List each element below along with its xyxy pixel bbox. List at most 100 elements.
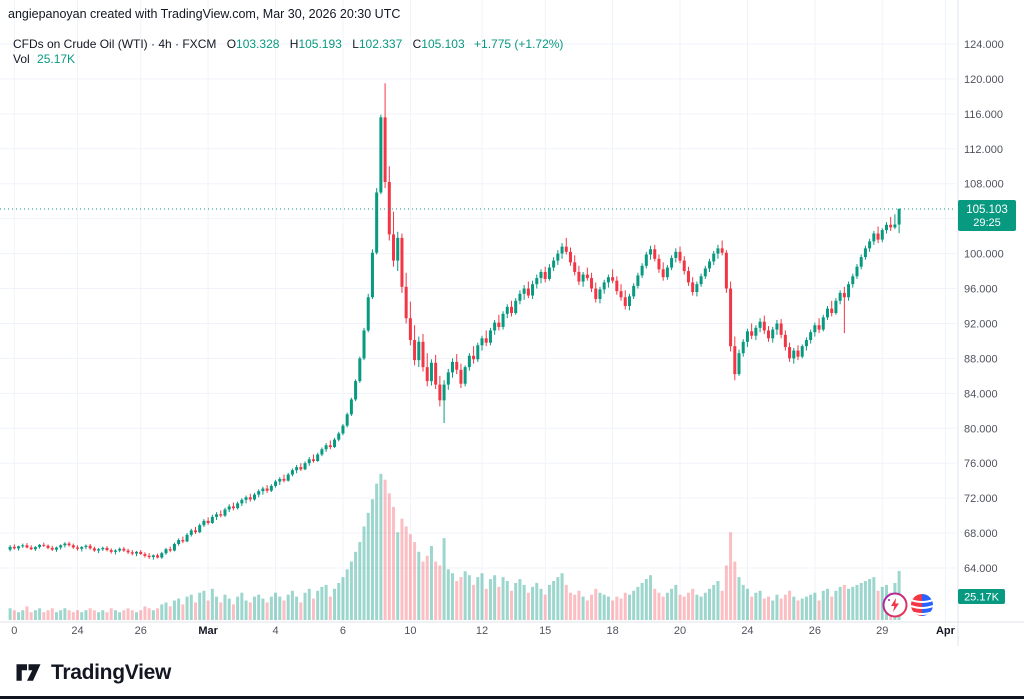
time-tick-label[interactable]: 24: [741, 625, 753, 637]
candle-body: [257, 491, 261, 495]
volume-bar: [278, 596, 282, 620]
price-tick-label[interactable]: 68.000: [964, 528, 998, 540]
price-tick-label[interactable]: 72.000: [964, 493, 998, 505]
lightning-circle-icon[interactable]: [882, 592, 908, 618]
price-tick-label[interactable]: 92.000: [964, 318, 998, 330]
candle-body: [859, 257, 863, 267]
volume-bar: [855, 584, 859, 620]
candle-body: [341, 425, 345, 434]
candle-body: [143, 554, 147, 556]
volume-bar: [497, 586, 501, 620]
volume-bar: [762, 598, 766, 620]
volume-bar: [611, 600, 615, 620]
chart-canvas[interactable]: 64.000 68.000 72.000 76.000 80.000 84.000 88.0…: [0, 0, 1024, 649]
volume-bar: [396, 532, 400, 620]
candle-body: [227, 506, 231, 510]
candle-body: [842, 292, 846, 298]
volume-bar: [670, 588, 674, 620]
volume-bar: [775, 594, 779, 620]
time-tick-label[interactable]: 12: [476, 625, 488, 637]
price-tick-label[interactable]: 88.000: [964, 353, 998, 365]
candle-body: [282, 478, 286, 481]
candle-body: [535, 278, 539, 285]
candle-body: [151, 555, 155, 558]
time-tick-label[interactable]: 0: [11, 625, 17, 637]
candle-body: [189, 530, 193, 535]
candle-body: [716, 248, 720, 254]
volume-bar: [400, 518, 404, 620]
time-tick-label[interactable]: 15: [539, 625, 551, 637]
volume-bar: [720, 590, 724, 620]
volume-bar: [135, 612, 139, 620]
volume-bar: [172, 600, 176, 620]
candle-body: [758, 321, 762, 328]
candle-body: [172, 543, 176, 551]
volume-bar: [863, 581, 867, 620]
volume-bar: [636, 586, 640, 620]
high-value: 105.193: [298, 37, 342, 51]
volume-bar: [181, 604, 185, 620]
volume-bar: [320, 586, 324, 620]
candle-body: [670, 257, 674, 268]
time-tick-label[interactable]: Mar: [198, 625, 218, 637]
volume-bar: [341, 577, 345, 620]
volume-bar: [223, 594, 227, 620]
time-tick-label[interactable]: 24: [71, 625, 83, 637]
brand-wordmark[interactable]: TradingView: [51, 660, 172, 684]
price-tick-label[interactable]: 84.000: [964, 388, 998, 400]
volume-bar: [800, 598, 804, 620]
time-tick-label[interactable]: 4: [272, 625, 278, 637]
volume-bar: [50, 608, 54, 620]
candle-body: [627, 296, 631, 306]
candle-body: [438, 384, 442, 401]
price-tick-label[interactable]: 124.000: [964, 39, 1004, 51]
volume-bar: [404, 526, 408, 620]
volume-bar: [215, 596, 219, 620]
candle-body: [547, 267, 551, 279]
price-tick-label[interactable]: 80.000: [964, 423, 998, 435]
volume-label[interactable]: Vol: [13, 52, 30, 66]
candle-body: [556, 253, 560, 261]
candle-body: [210, 516, 214, 524]
tradingview-logo-icon[interactable]: [15, 659, 42, 686]
volume-bar: [282, 600, 286, 620]
candle-body: [252, 494, 256, 500]
candle-body: [429, 362, 433, 382]
candle-body: [501, 313, 505, 327]
volume-badge-text: 25.17K: [964, 592, 1000, 604]
time-tick-label[interactable]: 26: [135, 625, 147, 637]
time-tick-label[interactable]: 10: [404, 625, 416, 637]
volume-bar: [392, 506, 396, 620]
striped-ball-icon[interactable]: [909, 592, 935, 618]
volume-bar: [729, 532, 733, 620]
volume-bar: [493, 575, 497, 620]
candle-body: [76, 547, 80, 549]
price-tick-label[interactable]: 120.000: [964, 74, 1004, 86]
time-tick-label[interactable]: 29: [876, 625, 888, 637]
volume-bar: [164, 602, 168, 620]
price-tick-label[interactable]: 76.000: [964, 458, 998, 470]
candle-body: [568, 251, 572, 263]
volume-bar: [206, 600, 210, 620]
time-tick-label[interactable]: 6: [340, 625, 346, 637]
candle-body: [514, 300, 518, 313]
candle-body: [480, 338, 484, 346]
candle-body: [750, 331, 754, 336]
price-tick-label[interactable]: 108.000: [964, 179, 1004, 191]
price-tick-label[interactable]: 96.000: [964, 284, 998, 296]
time-tick-label[interactable]: 18: [606, 625, 618, 637]
price-tick-label[interactable]: 112.000: [964, 144, 1003, 156]
price-tick-label[interactable]: 100.000: [964, 249, 1004, 261]
symbol-title[interactable]: CFDs on Crude Oil (WTI) · 4h · FXCM: [13, 37, 217, 51]
time-tick-label[interactable]: 26: [809, 625, 821, 637]
time-tick-label[interactable]: Apr: [936, 625, 956, 637]
candle-body: [661, 269, 665, 278]
volume-bar: [240, 592, 244, 620]
volume-bar: [619, 598, 623, 620]
price-tick-label[interactable]: 64.000: [964, 563, 998, 575]
candle-body: [274, 481, 278, 486]
price-tick-label[interactable]: 116.000: [964, 109, 1003, 121]
candle-body: [872, 233, 876, 242]
time-tick-label[interactable]: 20: [674, 625, 686, 637]
